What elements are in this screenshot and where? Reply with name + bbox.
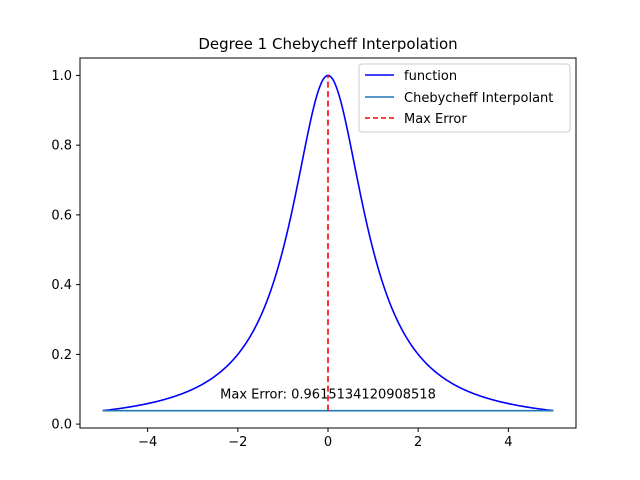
legend-label-max-error: Max Error [404, 112, 467, 127]
legend-label-function: function [404, 69, 457, 84]
y-tick-label: 0.6 [51, 208, 72, 223]
x-tick-label: 2 [414, 435, 422, 450]
max-error-annotation: Max Error: 0.9615134120908518 [220, 387, 436, 402]
plot-area [102, 74, 554, 412]
axis-ticks: −4 −2 0 2 4 0.0 0.2 0.4 0.6 0.8 1.0 [51, 69, 512, 450]
y-tick-label: 0.0 [51, 418, 72, 433]
chart-title: Degree 1 Chebycheff Interpolation [198, 35, 457, 53]
y-tick-label: 0.4 [51, 278, 72, 293]
y-tick-label: 1.0 [51, 69, 72, 84]
legend-label-interpolant: Chebycheff Interpolant [404, 91, 553, 106]
legend: function Chebycheff Interpolant Max Erro… [358, 63, 571, 133]
x-tick-label: 0 [324, 435, 332, 450]
legend-box [358, 63, 571, 133]
y-tick-label: 0.8 [51, 139, 72, 154]
x-tick-label: −2 [228, 435, 247, 450]
x-tick-label: 4 [504, 435, 512, 450]
x-tick-label: −4 [138, 435, 157, 450]
y-tick-label: 0.2 [51, 348, 72, 363]
